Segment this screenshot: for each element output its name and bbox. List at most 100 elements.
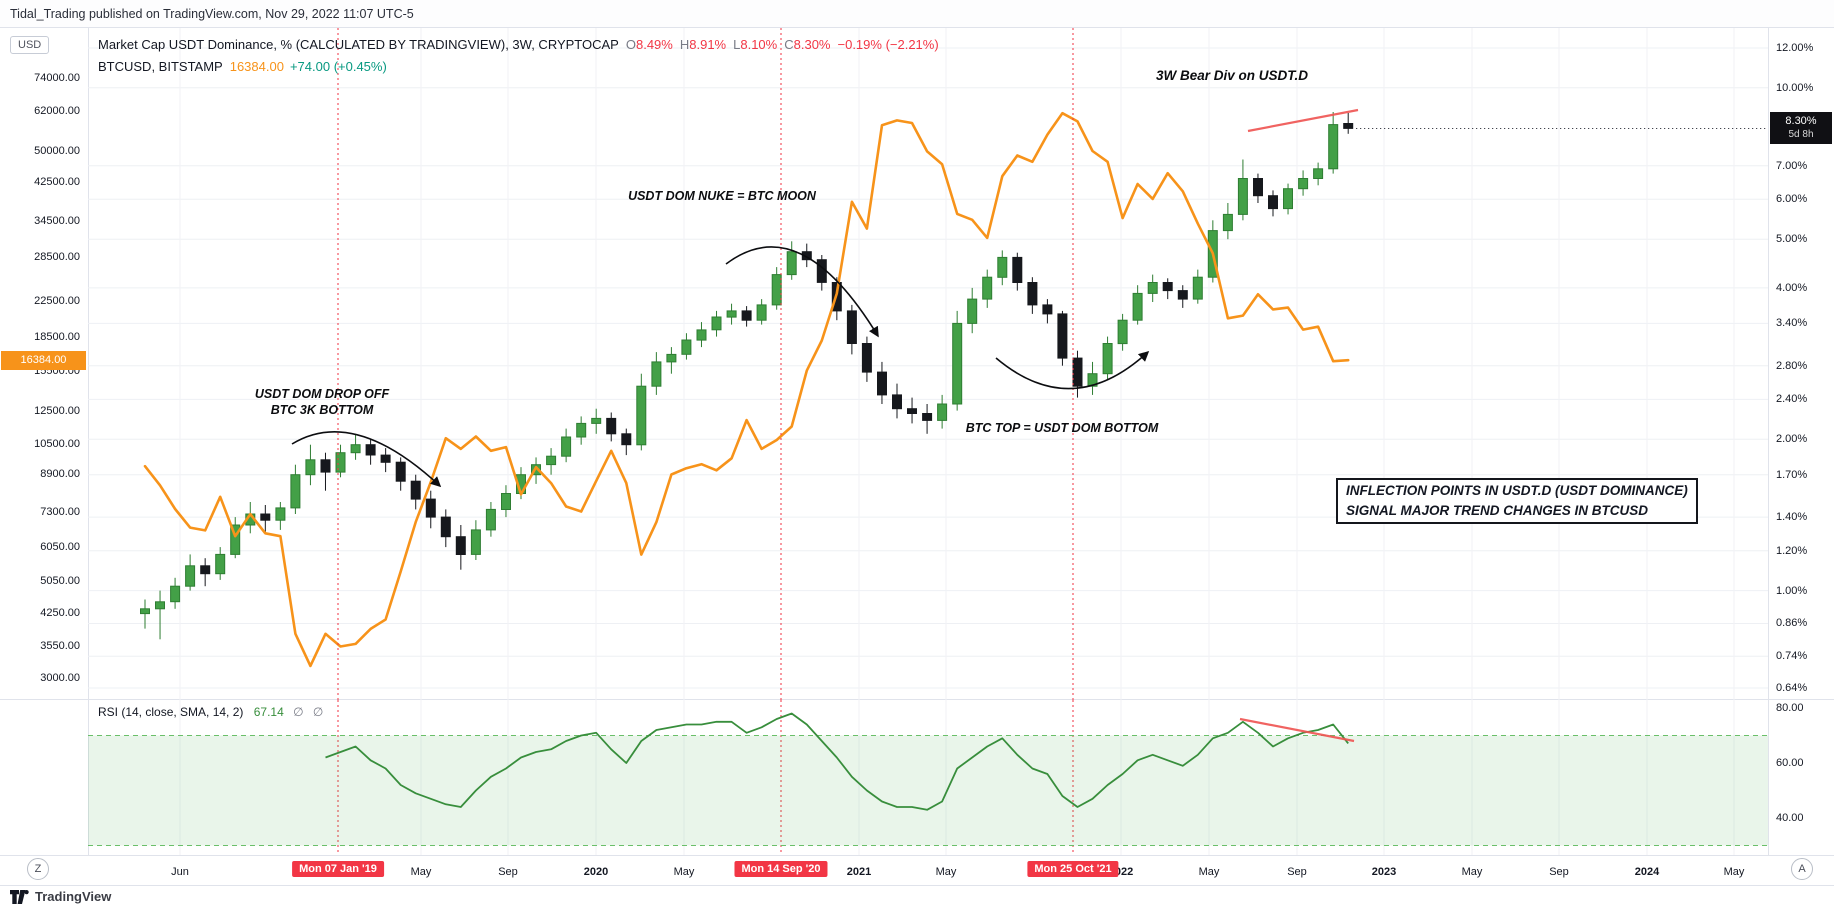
event-date-badge[interactable]: Mon 07 Jan '19 xyxy=(292,861,384,877)
usd-axis-tick: 10500.00 xyxy=(34,437,80,450)
usd-axis-tick: 7300.00 xyxy=(40,505,80,518)
inflection-note-line2: SIGNAL MAJOR TREND CHANGES IN BTCUSD xyxy=(1346,503,1649,518)
percent-axis-tick: 10.00% xyxy=(1776,81,1814,94)
rsi-div-trendline[interactable] xyxy=(1239,717,1355,743)
percent-axis-tick: 12.00% xyxy=(1776,42,1814,54)
percent-axis-tick: 1.70% xyxy=(1776,468,1808,481)
percent-axis-tick: 2.80% xyxy=(1776,359,1808,372)
rsi-value: 67.14 xyxy=(253,705,284,719)
usd-axis-tick: 18500.00 xyxy=(34,331,80,344)
publish-bar: Tidal_Trading published on TradingView.c… xyxy=(0,0,1834,28)
btc-change: +74.00 (+0.45%) xyxy=(289,58,387,74)
rsi-axis-tick: 60.00 xyxy=(1776,757,1804,769)
time-tick[interactable]: Sep xyxy=(1287,866,1307,878)
percent-axis-tick: 3.40% xyxy=(1776,317,1808,330)
currency-axis-chip[interactable]: USD xyxy=(10,36,50,54)
time-tick[interactable]: 2023 xyxy=(1371,866,1397,878)
open-value: 8.49% xyxy=(635,36,673,52)
rsi-legend: RSI (14, close, SMA, 14, 2) 67.14 ∅ ∅ xyxy=(98,705,323,719)
pane-divider[interactable] xyxy=(0,699,1834,700)
zoom-out-button[interactable]: Z xyxy=(27,858,49,880)
btc-last-price: 16384.00 xyxy=(229,58,284,74)
usd-axis-tick: 34500.00 xyxy=(34,214,80,227)
usd-axis-tick: 15500.00 xyxy=(34,364,80,377)
rsi-hidden-plot-2: ∅ xyxy=(312,705,324,719)
event-date-badge[interactable]: Mon 25 Oct '21 xyxy=(1027,861,1119,877)
usd-axis-tick: 4250.00 xyxy=(40,606,80,619)
symbol-title[interactable]: Market Cap USDT Dominance, % (CALCULATED… xyxy=(98,36,619,52)
inflection-note-box[interactable]: INFLECTION POINTS IN USDT.D (USDT DOMINA… xyxy=(1336,478,1698,524)
time-tick[interactable]: 2021 xyxy=(846,866,872,878)
usd-axis-tick: 6050.00 xyxy=(40,540,80,553)
tradingview-wordmark[interactable]: TradingView xyxy=(35,889,112,904)
time-tick[interactable]: May xyxy=(1461,866,1483,878)
curved-arrow-nuke[interactable] xyxy=(725,246,879,338)
close-label: C xyxy=(784,36,794,52)
usd-axis-tick: 28500.00 xyxy=(34,250,80,263)
rsi-hidden-plot-1: ∅ xyxy=(293,705,304,719)
rsi-drawings[interactable] xyxy=(1239,717,1355,743)
close-value: 8.30% xyxy=(793,36,831,52)
event-date-badge[interactable]: Mon 14 Sep '20 xyxy=(734,861,828,877)
auto-scale-button[interactable]: A xyxy=(1791,858,1813,880)
usd-axis-tick: 74000.00 xyxy=(34,72,80,84)
annotation-dropoff-line2[interactable]: BTC 3K BOTTOM xyxy=(271,403,374,417)
rsi-pane-series xyxy=(88,700,1768,855)
bear-div-trendline[interactable] xyxy=(1247,108,1359,133)
price-pane-series xyxy=(88,28,1768,700)
time-tick[interactable]: May xyxy=(673,866,695,878)
time-tick[interactable]: May xyxy=(410,866,432,878)
percent-axis-tick: 1.40% xyxy=(1776,511,1808,524)
time-tick[interactable]: May xyxy=(1198,866,1220,878)
curved-arrow-dropoff[interactable] xyxy=(291,431,442,488)
annotation-btc-top[interactable]: BTC TOP = USDT DOM BOTTOM xyxy=(966,421,1159,435)
annotation-dropoff-line1[interactable]: USDT DOM DROP OFF xyxy=(255,387,390,401)
left-axis-divider xyxy=(88,28,89,855)
percent-axis-tick: 0.86% xyxy=(1776,617,1808,630)
footer-bar: TradingView xyxy=(0,885,1834,907)
usd-axis-tick: 12500.00 xyxy=(34,404,80,417)
rsi-title[interactable]: RSI (14, close, SMA, 14, 2) xyxy=(98,705,244,719)
percent-axis-tick: 7.00% xyxy=(1776,159,1808,172)
inflection-note-line1: INFLECTION POINTS IN USDT.D (USDT DOMINA… xyxy=(1346,483,1688,498)
time-tick[interactable]: Sep xyxy=(1549,866,1569,878)
usd-axis-tick: 8900.00 xyxy=(40,468,80,481)
open-label: O xyxy=(625,36,636,52)
percent-axis-tick: 1.00% xyxy=(1776,584,1808,597)
badge-last-price: 8.30% xyxy=(1785,115,1817,128)
symbol-change: −0.19% (−2.21%) xyxy=(837,36,939,52)
low-label: L xyxy=(733,36,741,52)
high-label: H xyxy=(679,36,690,52)
percent-axis-tick: 2.00% xyxy=(1776,433,1808,446)
percent-axis-tick: 4.00% xyxy=(1776,281,1808,294)
time-tick[interactable]: May xyxy=(1723,866,1745,878)
time-tick[interactable]: May xyxy=(935,866,957,878)
rsi-pane[interactable] xyxy=(88,700,1768,855)
main-price-pane[interactable]: USDT DOM DROP OFF BTC 3K BOTTOM USDT DOM… xyxy=(88,28,1768,700)
drawing-annotations[interactable]: USDT DOM DROP OFF BTC 3K BOTTOM USDT DOM… xyxy=(255,68,1359,488)
compare-symbol-title[interactable]: BTCUSD, BITSTAMP xyxy=(98,58,223,74)
tradingview-logo-icon[interactable] xyxy=(10,889,29,904)
usd-axis-tick: 62000.00 xyxy=(34,105,80,118)
btc-price-badge: 16384.00 xyxy=(1,350,86,370)
annotation-bear-div[interactable]: 3W Bear Div on USDT.D xyxy=(1156,68,1308,83)
usd-axis-tick: 5050.00 xyxy=(40,574,80,587)
annotation-nuke[interactable]: USDT DOM NUKE = BTC MOON xyxy=(628,189,817,203)
time-tick[interactable]: 2024 xyxy=(1634,866,1660,878)
usd-axis-tick: 3000.00 xyxy=(40,672,80,684)
time-tick[interactable]: Sep xyxy=(498,866,518,878)
percent-axis-tick: 6.00% xyxy=(1776,193,1808,206)
time-tick[interactable]: Jun xyxy=(171,866,189,878)
percent-axis-tick: 5.00% xyxy=(1776,233,1808,246)
time-tick[interactable]: 2020 xyxy=(583,866,609,878)
usd-axis-tick: 3550.00 xyxy=(40,640,80,653)
usd-axis-tick: 22500.00 xyxy=(34,294,80,307)
high-value: 8.91% xyxy=(689,36,727,52)
usd-axis-tick: 50000.00 xyxy=(34,145,80,158)
curved-arrow-btc-top[interactable] xyxy=(995,350,1150,390)
rsi-axis-tick: 80.00 xyxy=(1776,702,1804,714)
percent-axis-tick: 1.20% xyxy=(1776,544,1808,557)
dominance-price-badge: 8.30% 5d 8h xyxy=(1770,112,1832,145)
usd-axis-tick: 42500.00 xyxy=(34,175,80,188)
time-axis[interactable]: Jun May Sep 2020 May 2021 May 2022 May Sep 2023 May… xyxy=(0,855,1834,885)
